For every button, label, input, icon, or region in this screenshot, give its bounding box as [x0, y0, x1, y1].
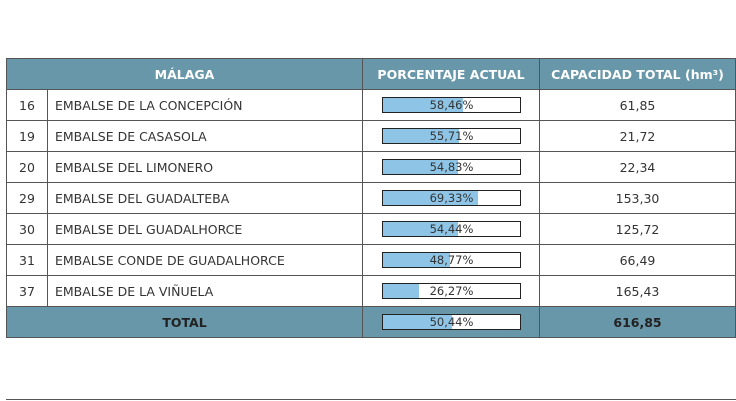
row-id: 30	[6, 214, 48, 245]
reservoir-name: EMBALSE CONDE DE GUADALHORCE	[48, 245, 363, 276]
total-label: TOTAL	[6, 307, 363, 338]
header-cell: PORCENTAJE ACTUAL	[363, 58, 540, 90]
percent-label: 26,27%	[429, 284, 474, 298]
total-capacity: 616,85	[540, 307, 736, 338]
progress-bar: 48,77%	[382, 252, 521, 268]
progress-bar: 50,44%	[382, 314, 521, 330]
progress-fill	[383, 284, 419, 298]
header-cell: MÁLAGA	[6, 58, 363, 90]
capacity: 165,43	[540, 276, 736, 307]
capacity: 125,72	[540, 214, 736, 245]
percent-label: 55,71%	[429, 129, 474, 143]
reservoir-name: EMBALSE DEL LIMONERO	[48, 152, 363, 183]
percent-cell: 48,77%	[363, 245, 540, 276]
total-percent-cell: 50,44%	[363, 307, 540, 338]
progress-bar: 58,46%	[382, 97, 521, 113]
capacity: 153,30	[540, 183, 736, 214]
percent-cell: 26,27%	[363, 276, 540, 307]
progress-bar: 26,27%	[382, 283, 521, 299]
reservoir-name: EMBALSE DE LA CONCEPCIÓN	[48, 90, 363, 121]
percent-label: 58,46%	[429, 98, 474, 112]
percent-cell: 54,83%	[363, 152, 540, 183]
row-id: 20	[6, 152, 48, 183]
progress-bar: 54,44%	[382, 221, 521, 237]
progress-fill	[383, 191, 478, 205]
progress-fill	[383, 222, 458, 236]
capacity: 61,85	[540, 90, 736, 121]
reservoir-name: EMBALSE DE LA VIÑUELA	[48, 276, 363, 307]
percent-cell: 54,44%	[363, 214, 540, 245]
progress-fill	[383, 253, 450, 267]
progress-bar: 54,83%	[382, 159, 521, 175]
capacity: 22,34	[540, 152, 736, 183]
percent-label: 50,44%	[429, 315, 474, 329]
progress-fill	[383, 315, 453, 329]
header-cell: CAPACIDAD TOTAL (hm³)	[540, 58, 736, 90]
reservoir-name: EMBALSE DE CASASOLA	[48, 121, 363, 152]
progress-bar: 55,71%	[382, 128, 521, 144]
percent-cell: 58,46%	[363, 90, 540, 121]
percent-cell: 69,33%	[363, 183, 540, 214]
progress-fill	[383, 160, 459, 174]
reservoir-name: EMBALSE DEL GUADALTEBA	[48, 183, 363, 214]
percent-label: 69,33%	[429, 191, 474, 205]
capacity: 66,49	[540, 245, 736, 276]
row-id: 19	[6, 121, 48, 152]
progress-fill	[383, 129, 460, 143]
row-id: 31	[6, 245, 48, 276]
row-id: 29	[6, 183, 48, 214]
percent-label: 54,44%	[429, 222, 474, 236]
percent-cell: 55,71%	[363, 121, 540, 152]
progress-fill	[383, 98, 464, 112]
reservoir-name: EMBALSE DEL GUADALHORCE	[48, 214, 363, 245]
percent-label: 48,77%	[429, 253, 474, 267]
bottom-rule	[6, 399, 736, 400]
percent-label: 54,83%	[429, 160, 474, 174]
row-id: 16	[6, 90, 48, 121]
row-id: 37	[6, 276, 48, 307]
capacity: 21,72	[540, 121, 736, 152]
progress-bar: 69,33%	[382, 190, 521, 206]
